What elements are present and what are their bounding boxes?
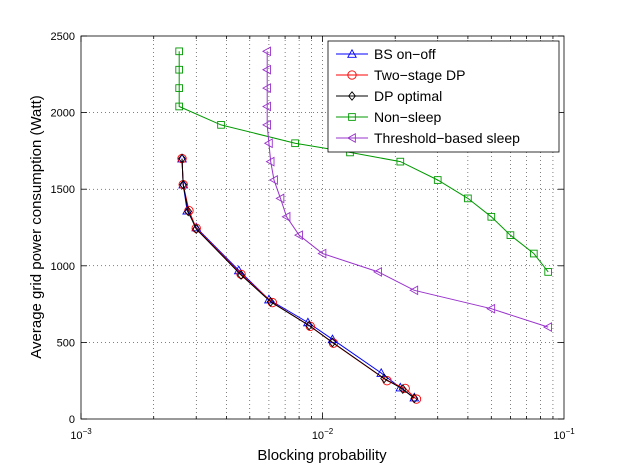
data-point	[409, 285, 419, 296]
data-point	[487, 212, 496, 221]
legend-item: Threshold−based sleep	[336, 130, 520, 146]
grid	[81, 36, 564, 419]
series-2	[178, 153, 419, 404]
data-point	[217, 121, 225, 129]
data-point	[410, 393, 419, 404]
data-point	[506, 231, 515, 239]
y-tick-label: 1500	[51, 184, 75, 196]
data-point	[175, 65, 183, 74]
data-point	[543, 322, 552, 333]
legend-label: Non−sleep	[374, 109, 442, 125]
legend-marker	[346, 133, 356, 143]
data-point	[262, 64, 271, 75]
data-point	[175, 84, 183, 92]
data-point	[262, 83, 271, 94]
series-3	[175, 47, 552, 276]
data-point	[530, 249, 538, 258]
data-point	[317, 248, 327, 259]
series-layer	[175, 46, 552, 404]
data-point	[266, 296, 275, 307]
y-tick-label: 1000	[51, 261, 75, 273]
data-point	[486, 303, 496, 314]
data-point	[433, 176, 442, 184]
axes: 0 500 1000 1500 2000 2500 10−3 10−2 10−1	[51, 31, 576, 442]
data-point	[262, 101, 271, 112]
data-point	[263, 294, 274, 304]
data-point	[281, 211, 291, 222]
data-point	[265, 156, 275, 167]
legend-item: Two−stage DP	[336, 67, 465, 83]
legend-marker	[347, 70, 357, 80]
data-point	[262, 46, 271, 57]
data-point	[305, 320, 314, 331]
series-4	[262, 46, 552, 333]
x-tick-label: 10−3	[70, 427, 92, 442]
legend-marker	[348, 91, 356, 101]
y-axis-label: Average grid power consumption (Watt)	[28, 95, 45, 358]
data-point	[396, 157, 405, 166]
y-tick-label: 2000	[51, 108, 75, 120]
data-point	[237, 270, 245, 280]
y-tick-label: 500	[57, 337, 75, 349]
legend-marker	[348, 113, 356, 121]
data-point	[175, 102, 183, 111]
data-point	[398, 384, 407, 395]
data-point	[262, 119, 271, 130]
data-point	[268, 175, 278, 185]
x-tick-label: 10−2	[312, 427, 334, 442]
data-point	[192, 224, 201, 234]
data-point	[373, 266, 382, 277]
legend-item: DP optimal	[336, 88, 442, 104]
series-line	[266, 51, 549, 328]
data-point	[464, 194, 472, 203]
data-point	[179, 179, 188, 190]
legend-label: Threshold−based sleep	[374, 130, 520, 146]
legend-marker	[347, 48, 357, 58]
data-point	[184, 206, 193, 217]
legend: BS on−off Two−stage DP DP optimal Non−sleep…	[327, 40, 560, 153]
data-point	[175, 47, 183, 56]
x-tick-label: 10−1	[553, 427, 575, 442]
legend-item: Non−sleep	[336, 109, 442, 125]
data-point	[291, 139, 299, 148]
legend-item: BS on−off	[336, 46, 436, 62]
data-point	[544, 268, 552, 276]
data-point	[178, 153, 186, 164]
legend-label: BS on−off	[374, 46, 436, 62]
data-point	[263, 138, 273, 149]
data-point	[275, 193, 285, 204]
data-point	[191, 223, 201, 233]
data-point	[411, 394, 422, 404]
data-point	[178, 179, 189, 189]
y-tick-label: 0	[69, 414, 75, 426]
legend-label: Two−stage DP	[374, 67, 465, 83]
series-line	[181, 158, 415, 399]
data-point	[328, 337, 337, 348]
data-point	[293, 230, 303, 241]
legend-label: DP optimal	[374, 88, 442, 104]
data-point	[380, 373, 389, 384]
y-tick-label: 2500	[51, 31, 75, 43]
x-axis-label: Blocking probability	[257, 447, 387, 464]
data-point	[236, 269, 246, 279]
